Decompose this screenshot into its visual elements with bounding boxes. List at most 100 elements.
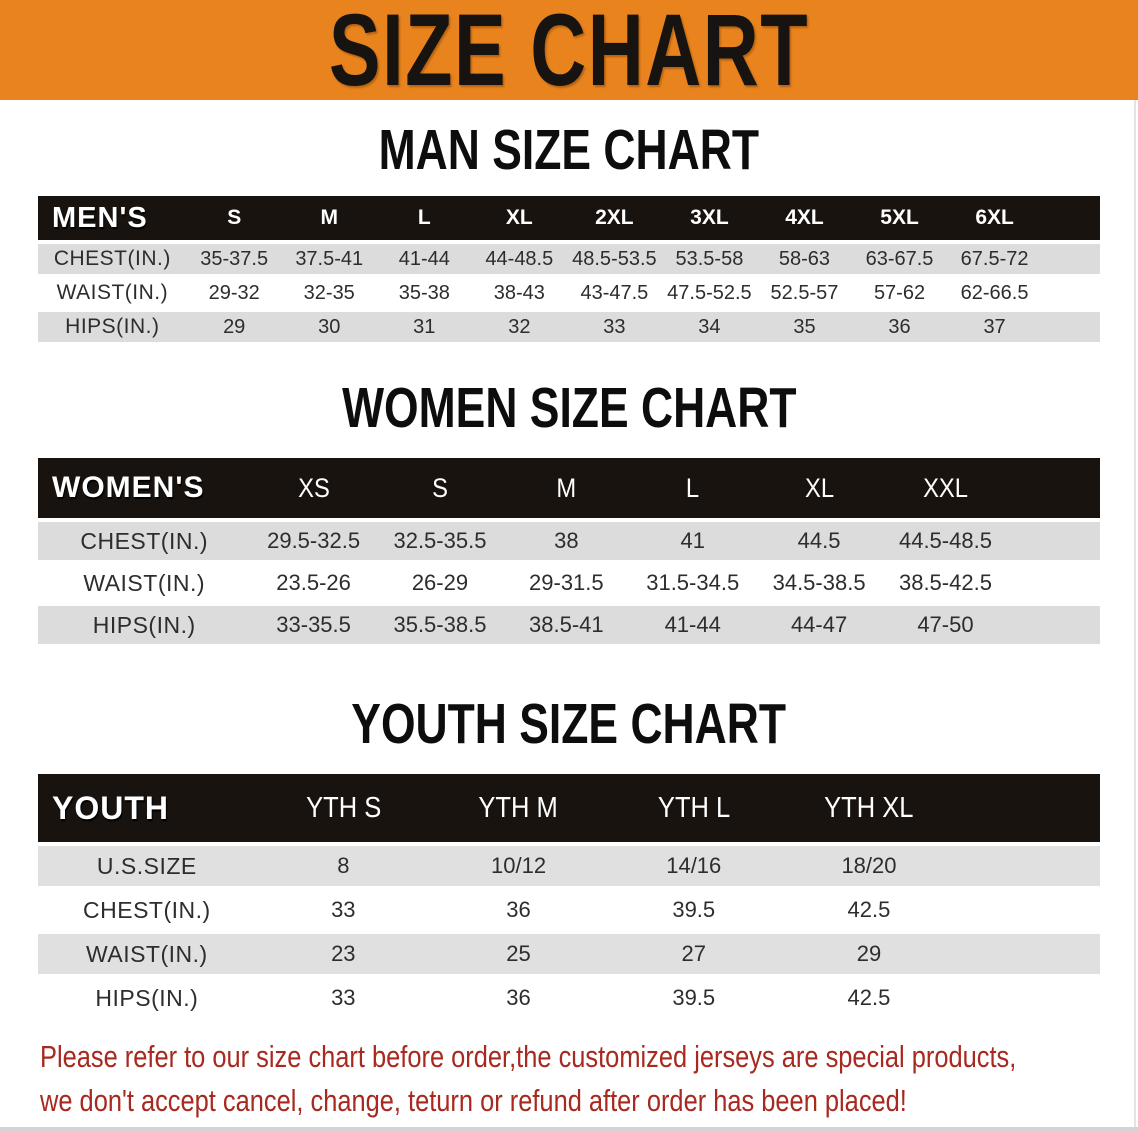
size-value-cell: 57-62 bbox=[873, 281, 926, 304]
section-men: MAN SIZE CHART MEN'S S M L XL 2XL 3XL 4XL 5XL 6XL… bbox=[0, 118, 1138, 346]
banner-title: SIZE CHART bbox=[328, 0, 810, 107]
table-title-cell: MEN'S bbox=[52, 201, 148, 234]
size-value-cell: 41 bbox=[680, 528, 705, 553]
men-section-heading: MAN SIZE CHART bbox=[378, 118, 760, 182]
table-row: HIPS(IN.) 33 36 39.5 42.5 bbox=[38, 978, 1100, 1018]
disclaimer-line-1: Please refer to our size chart before or… bbox=[40, 1039, 1017, 1074]
row-spacer bbox=[1009, 522, 1100, 560]
column-header: XXL bbox=[922, 472, 968, 503]
size-value-cell: 32 bbox=[508, 315, 531, 338]
column-header: YTH XL bbox=[824, 791, 914, 824]
size-value-cell: 47.5-52.5 bbox=[667, 281, 752, 304]
header-spacer bbox=[957, 774, 1100, 842]
row-label: WAIST(IN.) bbox=[56, 281, 169, 304]
size-value-cell: 38.5-42.5 bbox=[898, 570, 992, 595]
size-value-cell: 33 bbox=[331, 985, 356, 1010]
row-spacer bbox=[1009, 606, 1100, 644]
section-youth: YOUTH SIZE CHART YOUTH YTH S YTH M YTH L YTH… bbox=[0, 696, 1138, 1022]
size-value-cell: 44.5 bbox=[797, 528, 841, 553]
column-header: M bbox=[320, 206, 338, 229]
banner: SIZE CHART bbox=[0, 0, 1138, 107]
column-header: L bbox=[417, 206, 431, 229]
size-value-cell: 29 bbox=[856, 941, 882, 966]
size-value-cell: 42.5 bbox=[847, 985, 891, 1010]
size-value-cell: 29-31.5 bbox=[529, 570, 604, 595]
column-header: S bbox=[227, 206, 242, 229]
column-header: 6XL bbox=[975, 206, 1014, 229]
row-label: HIPS(IN.) bbox=[95, 984, 199, 1011]
size-value-cell: 39.5 bbox=[672, 985, 716, 1010]
size-value-cell: 23.5-26 bbox=[276, 570, 351, 595]
table-title-cell: WOMEN'S bbox=[52, 471, 205, 504]
column-header: L bbox=[686, 472, 700, 503]
table-row: CHEST(IN.) 35-37.5 37.5-41 41-44 44-48.5 48.5… bbox=[38, 244, 1100, 274]
table-title-cell: YOUTH bbox=[52, 789, 169, 826]
size-value-cell: 35-38 bbox=[398, 281, 450, 304]
size-value-cell: 32-35 bbox=[303, 281, 355, 304]
size-value-cell: 37.5-41 bbox=[295, 247, 364, 270]
size-value-cell: 52.5-57 bbox=[770, 281, 839, 304]
column-header: S bbox=[432, 472, 448, 503]
size-value-cell: 41-44 bbox=[398, 247, 450, 270]
size-value-cell: 34.5-38.5 bbox=[772, 570, 866, 595]
size-value-cell: 47-50 bbox=[917, 612, 974, 637]
size-value-cell: 27 bbox=[681, 941, 706, 966]
women-size-table: WOMEN'S XS S M L XL XXL CHEST(IN.) 29.5-32.5 32.5… bbox=[38, 454, 1100, 648]
size-value-cell: 63-67.5 bbox=[865, 247, 934, 270]
row-spacer bbox=[1042, 244, 1100, 274]
right-edge-line bbox=[1134, 100, 1136, 1127]
table-row: HIPS(IN.) 33-35.5 35.5-38.5 38.5-41 41-44 44-… bbox=[38, 606, 1100, 644]
women-section-heading: WOMEN SIZE CHART bbox=[341, 376, 797, 440]
column-header: XS bbox=[297, 472, 330, 503]
size-value-cell: 18/20 bbox=[841, 853, 897, 878]
size-value-cell: 41-44 bbox=[664, 612, 721, 637]
size-value-cell: 33 bbox=[331, 897, 356, 922]
size-value-cell: 44-48.5 bbox=[485, 247, 554, 270]
row-spacer bbox=[957, 890, 1100, 930]
column-header: 2XL bbox=[595, 206, 634, 229]
row-label: HIPS(IN.) bbox=[65, 315, 160, 338]
size-value-cell: 8 bbox=[337, 853, 350, 878]
size-value-cell: 35.5-38.5 bbox=[393, 612, 487, 637]
size-value-cell: 36 bbox=[506, 985, 531, 1010]
section-women: WOMEN SIZE CHART WOMEN'S XS S M L XL XXL CHEST(… bbox=[0, 376, 1138, 648]
row-spacer bbox=[957, 934, 1100, 974]
size-value-cell: 34 bbox=[698, 315, 721, 338]
row-spacer bbox=[1042, 278, 1100, 308]
size-value-cell: 43-47.5 bbox=[580, 281, 649, 304]
table-header-row: YOUTH YTH S YTH M YTH L YTH XL bbox=[38, 774, 1100, 842]
row-label: CHEST(IN.) bbox=[83, 896, 211, 923]
size-value-cell: 31.5-34.5 bbox=[646, 570, 740, 595]
row-label: HIPS(IN.) bbox=[92, 611, 196, 638]
size-value-cell: 42.5 bbox=[847, 897, 891, 922]
size-value-cell: 25 bbox=[506, 941, 531, 966]
table-row: U.S.SIZE 8 10/12 14/16 18/20 bbox=[38, 846, 1100, 886]
size-value-cell: 31 bbox=[413, 315, 436, 338]
size-value-cell: 38.5-41 bbox=[529, 612, 604, 637]
row-label: WAIST(IN.) bbox=[86, 940, 208, 967]
header-spacer bbox=[1042, 196, 1100, 240]
size-value-cell: 29 bbox=[223, 315, 246, 338]
size-value-cell: 33-35.5 bbox=[276, 612, 351, 637]
size-value-cell: 58-63 bbox=[778, 247, 831, 270]
size-value-cell: 44.5-48.5 bbox=[898, 528, 992, 553]
column-header: XL bbox=[505, 206, 533, 229]
row-label: CHEST(IN.) bbox=[80, 527, 209, 554]
column-header: YTH S bbox=[305, 791, 381, 824]
size-value-cell: 44-47 bbox=[790, 612, 848, 637]
column-header: 3XL bbox=[690, 206, 729, 229]
size-value-cell: 39.5 bbox=[672, 897, 716, 922]
size-value-cell: 53.5-58 bbox=[675, 247, 744, 270]
column-header: YTH L bbox=[657, 791, 730, 824]
size-value-cell: 67.5-72 bbox=[960, 247, 1029, 270]
size-value-cell: 33 bbox=[603, 315, 626, 338]
row-spacer bbox=[957, 846, 1100, 886]
column-header: YTH M bbox=[478, 791, 559, 824]
size-value-cell: 38 bbox=[554, 528, 579, 553]
table-row: CHEST(IN.) 33 36 39.5 42.5 bbox=[38, 890, 1100, 930]
size-value-cell: 35 bbox=[793, 315, 816, 338]
size-value-cell: 37 bbox=[983, 315, 1006, 338]
row-label: U.S.SIZE bbox=[96, 852, 197, 879]
men-size-table: MEN'S S M L XL 2XL 3XL 4XL 5XL 6XL CHEST(IN.) 35-37… bbox=[38, 192, 1100, 346]
youth-size-table: YOUTH YTH S YTH M YTH L YTH XL U.S.SIZE 8 10/12… bbox=[38, 770, 1100, 1022]
